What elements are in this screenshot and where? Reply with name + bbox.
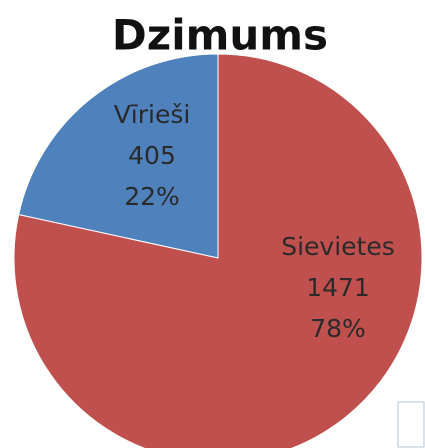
legend-box <box>397 401 425 448</box>
slice-value: 1471 <box>306 273 370 302</box>
chart-title: Dzimums <box>112 11 328 60</box>
pie-slice <box>18 53 219 259</box>
slice-label: Sievietes <box>281 232 395 261</box>
slice-percent: 22% <box>124 182 180 211</box>
slice-percent: 78% <box>310 314 366 343</box>
slice-label: Vīrieši <box>114 100 191 129</box>
pie <box>13 53 423 448</box>
pie-slice <box>13 53 423 448</box>
slice-value: 405 <box>128 141 176 170</box>
